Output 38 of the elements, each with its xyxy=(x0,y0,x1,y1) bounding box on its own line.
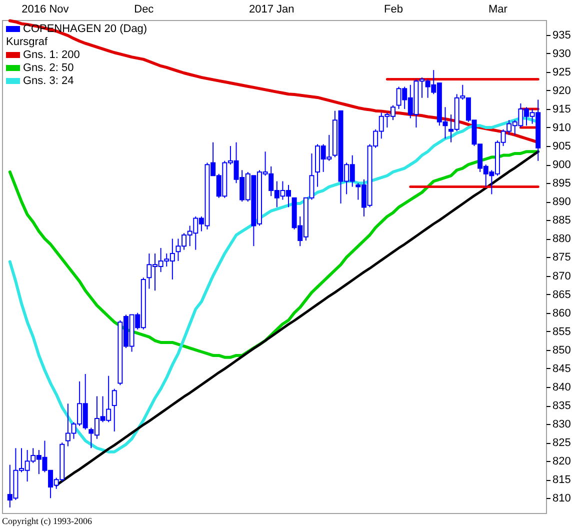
legend-label: Gns. 3: 24 xyxy=(23,75,74,87)
y-tick-label: 935 xyxy=(552,29,571,42)
y-tick-label: 900 xyxy=(552,159,571,172)
y-tick-label: 930 xyxy=(552,48,571,60)
y-tick-label: 885 xyxy=(552,214,571,227)
y-tick-label: 910 xyxy=(552,122,571,134)
text: Copyright (c) 1993-2006 xyxy=(2,516,92,526)
y-tick-label: 890 xyxy=(552,196,571,208)
x-tick-label: Feb xyxy=(384,4,403,16)
x-tick-label: Dec xyxy=(134,4,154,16)
y-tick-label: 865 xyxy=(552,288,571,301)
y-tick-label: 880 xyxy=(552,233,571,246)
y-tick-label: 925 xyxy=(552,66,571,78)
y-tick-label: 855 xyxy=(552,326,571,338)
y-tick-label: 845 xyxy=(552,362,571,375)
y-tick-label: 895 xyxy=(552,178,571,190)
y-tick-label: 825 xyxy=(552,437,571,450)
y-tick-label: 875 xyxy=(552,252,571,264)
legend-label: Gns. 2: 50 xyxy=(23,62,74,74)
y-tick-label: 820 xyxy=(552,456,571,468)
x-tick-label: 2017 Jan xyxy=(248,4,294,16)
y-tick-label: 815 xyxy=(552,474,571,486)
legend-title: Kursgraf xyxy=(6,36,49,48)
y-tick-label: 920 xyxy=(552,84,571,97)
line-series xyxy=(55,150,540,486)
y-tick-label: 850 xyxy=(552,344,571,356)
y-tick-label: 830 xyxy=(552,418,571,431)
x-tick-label: Mar xyxy=(488,4,508,16)
y-tick-label: 835 xyxy=(552,400,571,412)
y-tick-label: 810 xyxy=(552,492,571,505)
candlestick xyxy=(112,388,117,432)
y-tick-label: 870 xyxy=(552,270,571,282)
y-tick-label: 840 xyxy=(552,381,571,394)
y-tick-label: 905 xyxy=(552,140,571,153)
legend-label: Gns. 1: 200 xyxy=(23,49,80,61)
y-tick-label: 915 xyxy=(552,103,571,116)
x-tick-label: 2016 Nov xyxy=(22,4,70,16)
y-tick-label: 860 xyxy=(552,307,571,320)
